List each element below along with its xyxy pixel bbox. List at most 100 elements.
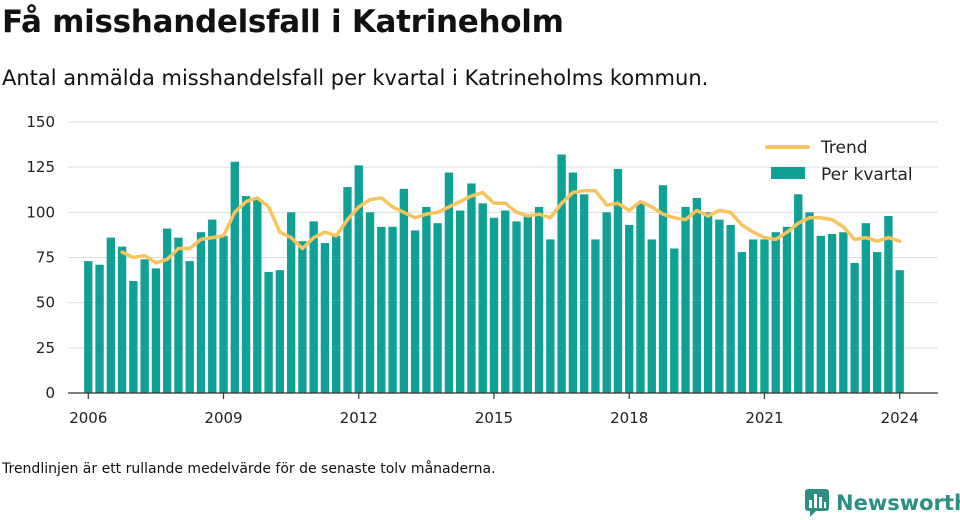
bar bbox=[163, 228, 172, 393]
bar bbox=[613, 168, 623, 393]
y-tick-label: 150 bbox=[26, 113, 55, 131]
trend-line bbox=[120, 188, 902, 265]
bar bbox=[174, 237, 183, 393]
bar bbox=[568, 172, 578, 393]
bar bbox=[636, 203, 645, 393]
x-tick-label: 2018 bbox=[610, 409, 648, 427]
bar bbox=[579, 194, 589, 393]
bar bbox=[320, 243, 330, 393]
x-tick-label: 2006 bbox=[69, 409, 107, 427]
bar bbox=[275, 270, 285, 393]
chart-title: Få misshandelsfall i Katrineholm bbox=[2, 4, 564, 40]
bar bbox=[703, 212, 713, 393]
bar bbox=[658, 185, 668, 393]
bar bbox=[388, 226, 397, 393]
bar bbox=[692, 197, 702, 393]
bar bbox=[839, 232, 848, 393]
bar bbox=[365, 212, 375, 393]
bar bbox=[117, 246, 127, 393]
bars-per-kvartal bbox=[84, 154, 904, 393]
bar bbox=[377, 226, 386, 393]
bar bbox=[433, 223, 442, 393]
bar bbox=[309, 221, 318, 393]
y-tick-label: 25 bbox=[36, 339, 55, 357]
bar bbox=[872, 252, 882, 393]
bar bbox=[343, 187, 352, 393]
bar bbox=[489, 217, 499, 393]
bar bbox=[794, 194, 803, 393]
bar bbox=[771, 232, 780, 393]
bar bbox=[151, 268, 161, 393]
bar bbox=[512, 221, 521, 393]
y-tick-label: 75 bbox=[36, 249, 55, 267]
trend-line-group bbox=[120, 188, 902, 265]
legend-label-per-kvartal: Per kvartal bbox=[821, 165, 913, 185]
bar bbox=[456, 210, 465, 393]
bar bbox=[523, 214, 532, 393]
bar bbox=[602, 212, 611, 393]
bar bbox=[264, 271, 273, 393]
bar bbox=[534, 206, 544, 393]
y-tick-label: 100 bbox=[26, 203, 55, 221]
y-tick-label: 125 bbox=[26, 158, 55, 176]
bar bbox=[884, 215, 893, 393]
bar bbox=[196, 232, 206, 393]
chart-subtitle: Antal anmälda misshandelsfall per kvarta… bbox=[2, 66, 709, 90]
x-tick-label: 2015 bbox=[475, 409, 513, 427]
bar bbox=[422, 206, 431, 393]
y-tick-label: 0 bbox=[45, 384, 55, 402]
bar bbox=[726, 224, 735, 393]
newsworthy-logo-icon bbox=[805, 489, 829, 517]
bar bbox=[467, 183, 476, 393]
bar bbox=[354, 165, 363, 393]
legend: Trend Per kvartal bbox=[765, 138, 913, 185]
bar bbox=[399, 188, 408, 393]
legend-label-trend: Trend bbox=[820, 138, 868, 158]
bar bbox=[670, 248, 679, 393]
bar bbox=[185, 261, 194, 393]
bar bbox=[95, 264, 104, 393]
bar bbox=[647, 239, 656, 393]
bar bbox=[805, 212, 814, 393]
bar bbox=[737, 252, 747, 393]
bar bbox=[208, 219, 217, 393]
brand-name: Newsworthy bbox=[836, 491, 960, 515]
bar bbox=[895, 270, 904, 393]
bar bbox=[681, 206, 690, 393]
bar bbox=[410, 230, 420, 393]
bar bbox=[861, 223, 871, 393]
bar bbox=[84, 261, 93, 393]
bar bbox=[749, 239, 758, 393]
bar bbox=[760, 239, 769, 393]
footnote: Trendlinjen är ett rullande medelvärde f… bbox=[2, 461, 496, 477]
x-tick-label: 2012 bbox=[340, 409, 378, 427]
x-tick-label: 2024 bbox=[881, 409, 919, 427]
bar bbox=[286, 212, 296, 393]
bar bbox=[230, 161, 239, 393]
y-axis: 0 25 50 75 100 125 150 bbox=[26, 113, 55, 402]
bar-chart: 0 25 50 75 100 125 150 2006 2009 2012 2015 2018 202… bbox=[26, 113, 938, 427]
bar bbox=[782, 226, 792, 393]
bar bbox=[501, 210, 510, 393]
bar bbox=[129, 280, 138, 393]
bar bbox=[219, 235, 228, 393]
legend-swatch-per-kvartal bbox=[771, 167, 805, 179]
x-tick-label: 2009 bbox=[204, 409, 242, 427]
bar bbox=[827, 234, 837, 393]
bar bbox=[557, 154, 566, 393]
bar bbox=[850, 262, 859, 393]
bar bbox=[298, 241, 307, 393]
brand-logo: Newsworthy bbox=[804, 488, 960, 518]
x-axis: 2006 2009 2012 2015 2018 2021 2024 bbox=[68, 392, 938, 427]
bar bbox=[241, 196, 251, 393]
bar bbox=[253, 199, 262, 393]
bar bbox=[478, 203, 487, 393]
x-tick-label: 2021 bbox=[745, 409, 783, 427]
bar bbox=[546, 239, 555, 393]
y-tick-label: 50 bbox=[36, 294, 55, 312]
bar bbox=[591, 239, 600, 393]
bar bbox=[816, 235, 825, 393]
bar bbox=[625, 224, 634, 393]
bar bbox=[444, 172, 454, 393]
bar bbox=[715, 219, 724, 393]
